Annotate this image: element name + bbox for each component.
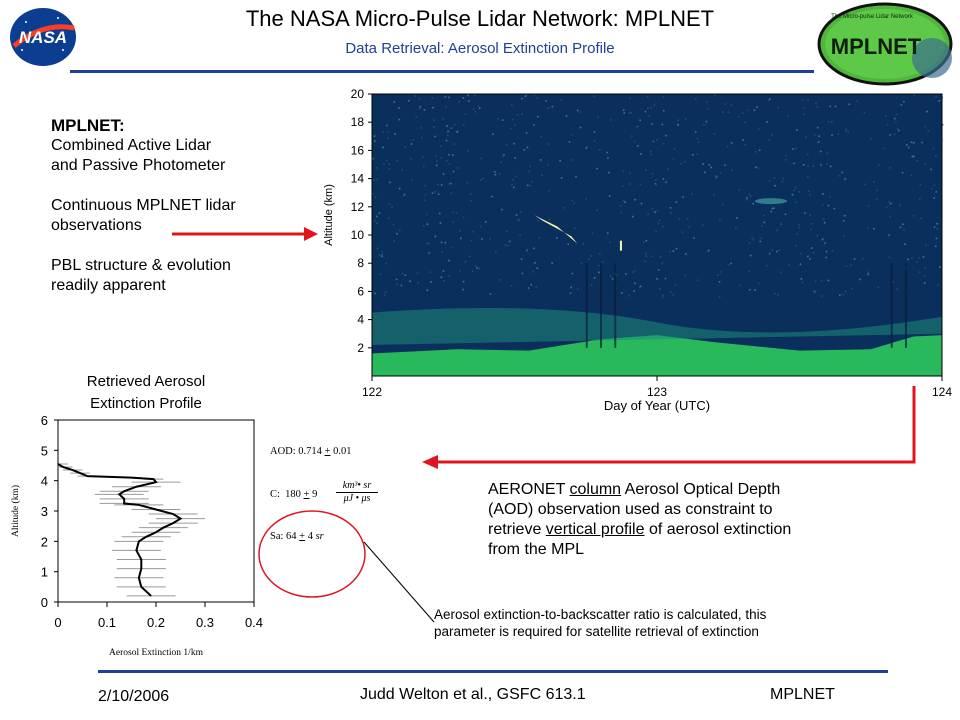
heatmap-streak	[600, 263, 602, 348]
y-tick-label: 2	[41, 534, 48, 549]
chart-title: Retrieved Aerosol	[87, 373, 205, 390]
y-tick-label: 1	[41, 565, 48, 580]
x-tick-label: 123	[647, 385, 667, 399]
description-line: PBL structure & evolution	[51, 257, 231, 274]
ratio-note-line: parameter is required for satellite retr…	[434, 624, 759, 639]
ratio-note: Aerosol extinction-to-backscatter ratio …	[434, 606, 854, 640]
y-tick-label: 3	[41, 504, 48, 519]
y-tick-label: 18	[351, 115, 365, 129]
x-tick-label: 0	[54, 615, 61, 630]
aod-value: 0.714	[298, 446, 322, 457]
footer-date: 2/10/2006	[98, 688, 170, 705]
extinction-profile-line	[57, 463, 183, 597]
chart-title: Extinction Profile	[90, 395, 202, 412]
aod-label: AOD:	[270, 446, 296, 457]
description-line: observations	[51, 217, 142, 234]
page-subtitle: Data Retrieval: Aerosol Extinction Profi…	[345, 40, 615, 57]
x-tick-label: 122	[362, 385, 382, 399]
y-tick-label: 10	[351, 228, 365, 242]
aod-annotation: AOD: 0.714 + 0.01	[270, 446, 351, 457]
aeronet-text-column: column	[569, 481, 622, 498]
aeronet-text: Aerosol Optical Depth	[621, 481, 781, 498]
x-axis-label: Aerosol Extinction 1/km	[109, 648, 204, 658]
mplnet-description: MPLNET: Combined Active Lidar and Passiv…	[51, 116, 311, 296]
y-tick-label: 8	[357, 256, 364, 270]
nasa-logo-text: NASA	[19, 28, 67, 47]
aeronet-text: retrieve	[488, 521, 546, 538]
c-value: 180	[285, 489, 301, 500]
heatmap-cloud	[619, 240, 622, 251]
heatmap-streak	[614, 263, 617, 348]
sa-error: 4	[307, 531, 313, 542]
sa-unit: sr	[315, 531, 324, 542]
c-plus-minus: +	[303, 489, 310, 500]
heatmap-streak	[904, 263, 907, 348]
aod-error: 0.01	[333, 446, 352, 457]
ratio-note-line: Aerosol extinction-to-backscatter ratio …	[434, 607, 767, 622]
c-label: C:	[270, 489, 280, 500]
x-tick-label: 0.1	[98, 615, 116, 630]
heatmap-streak	[890, 263, 893, 348]
nasa-logo: NASA	[8, 6, 78, 68]
y-axis-label: Altitude (km)	[10, 485, 21, 537]
y-tick-label: 4	[357, 313, 364, 327]
page-title: The NASA Micro-Pulse Lidar Network: MPLN…	[245, 6, 715, 31]
description-line: Continuous MPLNET lidar	[51, 197, 236, 214]
lidar-heatmap-chart: 2 4 6 8 10 12 14 16 18 20 122 123 124 Day of Year (UT…	[320, 86, 960, 416]
aeronet-text: (AOD) observation used as constraint to	[488, 501, 773, 518]
y-tick-label: 6	[41, 413, 48, 428]
c-units-denominator: μJ • μs	[343, 493, 371, 504]
description-line: readily apparent	[51, 277, 166, 294]
y-tick-label: 6	[357, 284, 364, 298]
y-tick-label: 14	[351, 172, 365, 186]
y-tick-label: 4	[41, 474, 48, 489]
y-tick-label: 20	[351, 87, 365, 101]
sa-label: Sa:	[270, 531, 284, 542]
footer-author: Judd Welton et al., GSFC 613.1	[360, 686, 586, 703]
arrow-to-aeronet	[422, 386, 916, 469]
c-units: km³• sr μJ • μs	[336, 480, 378, 504]
header-rule	[70, 70, 814, 73]
description-line: and Passive Photometer	[51, 157, 226, 174]
x-axis-label: Day of Year (UTC)	[604, 398, 710, 413]
x-tick-label: 124	[932, 385, 952, 399]
profile-frame	[57, 419, 255, 603]
mplnet-logo-caption: The Micro-pulse Lidar Network	[831, 14, 914, 20]
y-axis-label: Altitude (km)	[323, 184, 335, 246]
aeronet-description: AERONET column Aerosol Optical Depth (AO…	[488, 480, 858, 560]
aeronet-text: of aerosol extinction	[644, 521, 792, 538]
y-tick-label: 5	[41, 443, 48, 458]
c-units-numerator: km³• sr	[336, 480, 378, 493]
mplnet-logo: The Micro-pulse Lidar Network MPLNET	[814, 0, 960, 90]
aod-plus-minus: +	[324, 446, 331, 457]
footer-rule	[98, 670, 888, 673]
sa-annotation: Sa: 64 + 4 sr	[270, 531, 324, 542]
heatmap-streak	[585, 263, 588, 348]
arrow-to-lidar	[172, 227, 318, 241]
y-tick-label: 0	[41, 595, 48, 610]
description-line: Combined Active Lidar	[51, 137, 212, 154]
heatmap-aerosol-layer	[372, 335, 942, 376]
c-error: 9	[312, 489, 318, 500]
heatmap-cirrus	[755, 198, 787, 205]
sa-highlight-ellipse	[258, 510, 435, 623]
y-tick-label: 12	[351, 200, 365, 214]
sa-plus-minus: +	[299, 531, 306, 542]
c-annotation: C: 180 + 9	[270, 489, 317, 500]
mplnet-logo-text: MPLNET	[831, 34, 922, 59]
footer-project: MPLNET	[770, 686, 835, 703]
aeronet-text: from the MPL	[488, 541, 585, 558]
y-tick-label: 2	[357, 341, 364, 355]
aeronet-text: AERONET	[488, 481, 570, 498]
sa-value: 64	[286, 531, 297, 542]
heatmap-residual-layer	[372, 307, 942, 345]
aeronet-text-vertical-profile: vertical profile	[545, 521, 645, 538]
description-heading: MPLNET:	[51, 116, 125, 135]
x-tick-label: 0.4	[245, 615, 263, 630]
extinction-profile-chart: Retrieved Aerosol Extinction Profile 0 1 2 3 4…	[8, 368, 408, 668]
x-tick-label: 0.3	[196, 615, 214, 630]
y-tick-label: 16	[351, 143, 365, 157]
x-tick-label: 0.2	[147, 615, 165, 630]
